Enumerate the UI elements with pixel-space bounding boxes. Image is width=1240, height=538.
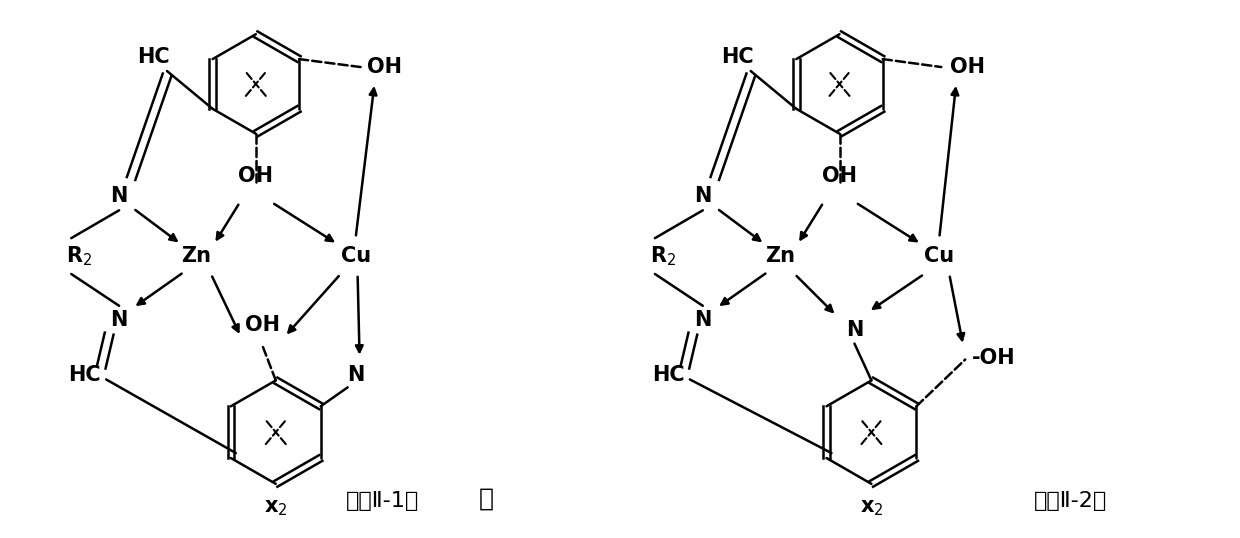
Text: OH: OH [822, 166, 857, 187]
Text: N: N [694, 310, 712, 330]
Text: -OH: -OH [972, 348, 1016, 367]
Text: OH: OH [246, 315, 280, 335]
Text: N: N [694, 186, 712, 207]
Text: N: N [846, 320, 863, 339]
Text: N: N [110, 310, 128, 330]
Text: 式（Ⅱ-2）: 式（Ⅱ-2） [1034, 491, 1107, 511]
Text: x$_2$: x$_2$ [264, 498, 288, 518]
Text: OH: OH [950, 57, 986, 77]
Text: R$_2$: R$_2$ [650, 244, 676, 268]
Text: 或: 或 [479, 487, 494, 511]
Text: OH: OH [238, 166, 273, 187]
Text: x$_2$: x$_2$ [859, 498, 883, 518]
Text: N: N [347, 365, 365, 385]
Text: HC: HC [138, 47, 170, 67]
Text: R$_2$: R$_2$ [66, 244, 93, 268]
Text: Cu: Cu [924, 246, 955, 266]
Text: HC: HC [652, 365, 684, 385]
Text: Zn: Zn [765, 246, 795, 266]
Text: OH: OH [367, 57, 402, 77]
Text: HC: HC [68, 365, 100, 385]
Text: N: N [110, 186, 128, 207]
Text: 式（Ⅱ-1）: 式（Ⅱ-1） [346, 491, 419, 511]
Text: HC: HC [720, 47, 754, 67]
Text: Zn: Zn [181, 246, 211, 266]
Text: Cu: Cu [341, 246, 371, 266]
